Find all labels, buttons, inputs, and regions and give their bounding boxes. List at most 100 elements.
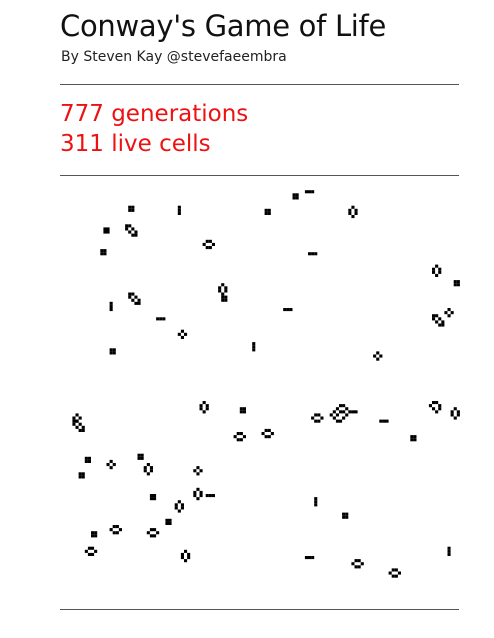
live-cell [385,419,389,423]
live-cell [264,211,268,215]
live-cell [242,410,246,414]
live-cell [295,196,299,200]
live-cell [153,494,157,498]
life-pattern-blinker-h [308,252,318,256]
author-byline: By Steven Kay @stevefaeembra [61,49,287,65]
life-board[interactable] [60,184,460,596]
generation-counter: 777 generations [60,101,249,127]
live-cell [193,469,197,473]
live-cell [264,435,268,439]
live-cell [165,518,169,522]
live-cell [180,329,184,333]
live-cell [131,205,135,209]
live-cell [320,416,324,420]
live-cell [221,283,225,287]
live-cell [81,425,85,429]
live-cell [382,419,386,423]
live-cell [94,534,98,538]
live-cell [342,410,346,414]
live-cell [134,301,138,305]
live-cell [146,472,150,476]
live-cell [292,196,296,200]
live-cell [87,552,91,556]
life-pattern-blinker-h [283,308,293,312]
live-cell [137,301,141,305]
live-cell [261,432,265,436]
live-cell [177,509,181,513]
live-cell [81,472,85,476]
live-cell [239,432,243,436]
live-cell [174,506,178,510]
live-cell [391,574,395,578]
live-cell [143,469,147,473]
life-pattern-beehive-v [348,205,358,219]
live-cell [112,463,116,467]
live-cell [270,432,274,436]
live-cell [180,335,184,339]
live-cell [342,416,346,420]
live-cell [184,549,188,553]
divider-top [60,84,459,85]
life-pattern-beehive-h [311,413,324,423]
live-cell [221,298,225,302]
live-cell [438,317,442,321]
page-title: Conway's Game of Life [60,9,387,43]
live-cell [239,410,243,414]
live-cell [146,463,150,467]
live-cell [351,215,355,219]
live-cell [131,292,135,296]
live-cell [236,432,240,436]
live-cell [453,407,457,411]
live-cell [205,404,209,408]
live-cell [91,552,95,556]
live-cell [438,267,442,271]
live-cell [149,497,153,501]
life-pattern-blinker-v [177,205,181,215]
live-cell [354,559,358,563]
life-pattern-beehive-h [261,428,274,439]
live-cell [109,308,113,312]
life-pattern-tub [193,466,203,476]
live-cell [109,528,113,532]
live-cell [199,404,203,408]
live-cell [224,298,228,302]
live-cell [211,242,215,246]
live-cell [233,435,237,439]
live-cell [162,317,166,321]
live-cell [224,289,228,293]
live-cell [75,413,79,417]
live-cell [267,208,271,212]
live-cell [177,332,181,336]
live-cell [112,525,116,529]
live-cell [128,292,132,296]
live-cell [75,425,79,429]
live-cell [137,456,141,460]
live-cell [354,410,358,414]
live-cell [103,252,107,256]
life-grid-canvas[interactable] [60,184,460,596]
live-cell [286,308,290,312]
life-pattern-block [264,208,271,215]
live-cell [221,295,225,299]
live-cell [202,410,206,414]
live-cell [456,413,460,417]
live-cell [128,230,132,234]
live-cell [308,556,312,560]
live-cell [304,190,308,194]
live-cell [199,469,203,473]
life-pattern-blinker-v [314,497,318,507]
live-cell [78,428,82,432]
live-cell [314,413,318,417]
live-cell [224,286,228,290]
live-cell [112,351,116,355]
live-cell [339,410,343,414]
live-cell [354,565,358,569]
life-pattern-beehive-h [202,239,215,250]
live-cell [342,512,346,516]
live-cell [242,435,246,439]
life-pattern-block [109,348,116,355]
live-cell [379,354,383,358]
live-cell [292,193,296,197]
live-cell [410,435,414,439]
live-cell [180,506,184,510]
